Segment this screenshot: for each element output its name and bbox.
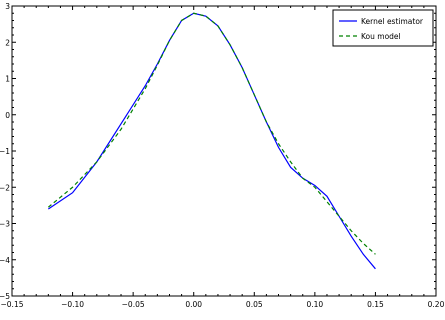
x-tick-label: 0.05 [246, 300, 263, 309]
legend-label: Kou model [361, 32, 401, 41]
legend-box [332, 9, 434, 47]
x-tick-label: 0.15 [367, 300, 384, 309]
series-line-kou-model [47, 12, 376, 255]
y-tick-label: 3 [5, 2, 10, 11]
y-tick-label: −1 [0, 147, 10, 156]
x-tick-label: −0.05 [122, 300, 145, 309]
x-tick-label: 0.00 [185, 300, 202, 309]
x-tick-label: 0.10 [307, 300, 324, 309]
legend: Kernel estimator Kou model [332, 9, 434, 47]
x-tick-label: −0.10 [61, 300, 84, 309]
y-tick-label: 0 [5, 111, 10, 120]
series-layer [47, 12, 376, 270]
x-axis: −0.15 −0.10 −0.05 0.00 0.05 0.10 0.15 0.20 [1, 6, 445, 309]
y-tick-label: −2 [0, 183, 10, 192]
legend-label: Kernel estimator [361, 17, 424, 26]
plot-area [11, 5, 437, 297]
y-tick-label: −3 [0, 220, 10, 229]
y-tick-label: −5 [0, 292, 10, 301]
y-axis: 3 2 1 0 −1 −2 −3 −4 −5 [0, 2, 436, 301]
x-tick-label: −0.15 [1, 300, 24, 309]
y-tick-label: 2 [5, 38, 10, 47]
y-tick-label: −4 [0, 256, 10, 265]
y-tick-label: 1 [5, 75, 10, 84]
x-tick-label: 0.20 [428, 300, 445, 309]
